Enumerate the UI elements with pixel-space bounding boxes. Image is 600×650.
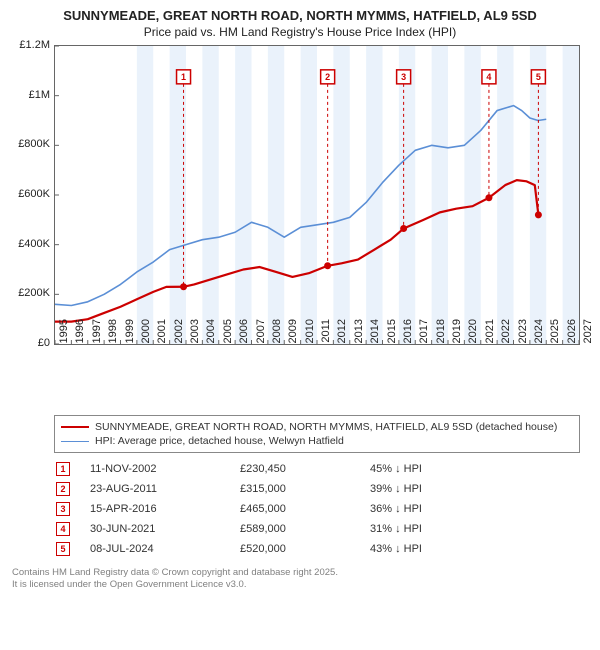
footer-line-1: Contains HM Land Registry data © Crown c… — [12, 567, 588, 579]
sales-row: 1 11-NOV-2002£230,45045% ↓ HPI — [54, 459, 580, 479]
x-tick-label: 2024 — [533, 319, 545, 349]
svg-text:4: 4 — [486, 72, 491, 82]
sale-date: 15-APR-2016 — [90, 503, 240, 515]
x-tick-label: 2020 — [467, 319, 479, 349]
chart-container: SUNNYMEADE, GREAT NORTH ROAD, NORTH MYMM… — [0, 0, 600, 650]
x-tick-label: 2001 — [156, 319, 168, 349]
sale-date: 11-NOV-2002 — [90, 463, 240, 475]
legend-swatch — [61, 441, 89, 442]
sale-hpi-diff: 31% ↓ HPI — [370, 523, 578, 535]
x-tick-label: 2019 — [451, 319, 463, 349]
x-tick-label: 2007 — [255, 319, 267, 349]
x-tick-label: 2009 — [287, 319, 299, 349]
x-tick-label: 2004 — [205, 319, 217, 349]
x-tick-label: 1997 — [91, 319, 103, 349]
y-tick-label: £0 — [10, 337, 50, 349]
sale-price: £465,000 — [240, 503, 370, 515]
legend-label: HPI: Average price, detached house, Welw… — [95, 435, 344, 447]
footer-attribution: Contains HM Land Registry data © Crown c… — [12, 567, 588, 592]
x-tick-label: 2002 — [173, 319, 185, 349]
sale-hpi-diff: 45% ↓ HPI — [370, 463, 578, 475]
x-tick-label: 1999 — [124, 319, 136, 349]
x-tick-label: 1995 — [58, 319, 70, 349]
svg-text:2: 2 — [325, 72, 330, 82]
chart-subtitle: Price paid vs. HM Land Registry's House … — [12, 25, 588, 39]
sales-row: 3 15-APR-2016£465,00036% ↓ HPI — [54, 499, 580, 519]
x-tick-label: 2012 — [336, 319, 348, 349]
plot-svg: 1 2 3 4 5 — [55, 46, 579, 344]
sale-price: £520,000 — [240, 543, 370, 555]
sale-marker-icon: 5 — [56, 542, 70, 556]
legend-swatch — [61, 426, 89, 428]
legend-item: HPI: Average price, detached house, Welw… — [61, 434, 573, 448]
sale-hpi-diff: 39% ↓ HPI — [370, 483, 578, 495]
x-tick-label: 2022 — [500, 319, 512, 349]
plot-area: 1 2 3 4 5 — [54, 45, 580, 345]
x-tick-label: 2016 — [402, 319, 414, 349]
sale-date: 08-JUL-2024 — [90, 543, 240, 555]
sale-marker-icon: 4 — [56, 522, 70, 536]
x-tick-label: 2023 — [517, 319, 529, 349]
svg-text:1: 1 — [181, 72, 186, 82]
footer-line-2: It is licensed under the Open Government… — [12, 579, 588, 591]
sale-date: 30-JUN-2021 — [90, 523, 240, 535]
sale-marker-icon: 1 — [56, 462, 70, 476]
legend-item: SUNNYMEADE, GREAT NORTH ROAD, NORTH MYMM… — [61, 420, 573, 434]
y-tick-label: £600K — [10, 188, 50, 200]
y-tick-label: £800K — [10, 138, 50, 150]
x-tick-label: 2017 — [418, 319, 430, 349]
x-tick-label: 1998 — [107, 319, 119, 349]
x-tick-label: 2018 — [435, 319, 447, 349]
x-tick-label: 2008 — [271, 319, 283, 349]
x-tick-label: 2014 — [369, 319, 381, 349]
chart-area: 12345 £0£200K£400K£600K£800K£1M£1.2M 199… — [12, 45, 588, 375]
sale-price: £315,000 — [240, 483, 370, 495]
x-tick-label: 2027 — [582, 319, 594, 349]
y-tick-label: £200K — [10, 287, 50, 299]
title-block: SUNNYMEADE, GREAT NORTH ROAD, NORTH MYMM… — [12, 8, 588, 39]
y-tick-label: £400K — [10, 238, 50, 250]
x-tick-label: 2021 — [484, 319, 496, 349]
y-tick-label: £1M — [10, 89, 50, 101]
x-tick-label: 2011 — [320, 319, 332, 349]
sale-marker-icon: 3 — [56, 502, 70, 516]
sale-marker-icon: 2 — [56, 482, 70, 496]
sale-price: £230,450 — [240, 463, 370, 475]
x-tick-label: 2010 — [304, 319, 316, 349]
svg-text:3: 3 — [401, 72, 406, 82]
x-tick-label: 2006 — [238, 319, 250, 349]
sale-price: £589,000 — [240, 523, 370, 535]
sales-table: 1 11-NOV-2002£230,45045% ↓ HPI 2 23-AUG-201… — [54, 459, 580, 559]
sale-hpi-diff: 43% ↓ HPI — [370, 543, 578, 555]
svg-text:5: 5 — [536, 72, 541, 82]
chart-title: SUNNYMEADE, GREAT NORTH ROAD, NORTH MYMM… — [12, 8, 588, 23]
x-tick-label: 2000 — [140, 319, 152, 349]
sales-row: 2 23-AUG-2011£315,00039% ↓ HPI — [54, 479, 580, 499]
sale-date: 23-AUG-2011 — [90, 483, 240, 495]
x-tick-label: 2003 — [189, 319, 201, 349]
y-tick-label: £1.2M — [10, 39, 50, 51]
x-tick-label: 2005 — [222, 319, 234, 349]
x-tick-label: 2015 — [386, 319, 398, 349]
x-tick-label: 2013 — [353, 319, 365, 349]
legend-label: SUNNYMEADE, GREAT NORTH ROAD, NORTH MYMM… — [95, 421, 557, 433]
sales-row: 5 08-JUL-2024£520,00043% ↓ HPI — [54, 539, 580, 559]
legend: SUNNYMEADE, GREAT NORTH ROAD, NORTH MYMM… — [54, 415, 580, 453]
x-tick-label: 1996 — [74, 319, 86, 349]
x-tick-label: 2026 — [566, 319, 578, 349]
sale-hpi-diff: 36% ↓ HPI — [370, 503, 578, 515]
sales-row: 4 30-JUN-2021£589,00031% ↓ HPI — [54, 519, 580, 539]
x-tick-label: 2025 — [549, 319, 561, 349]
